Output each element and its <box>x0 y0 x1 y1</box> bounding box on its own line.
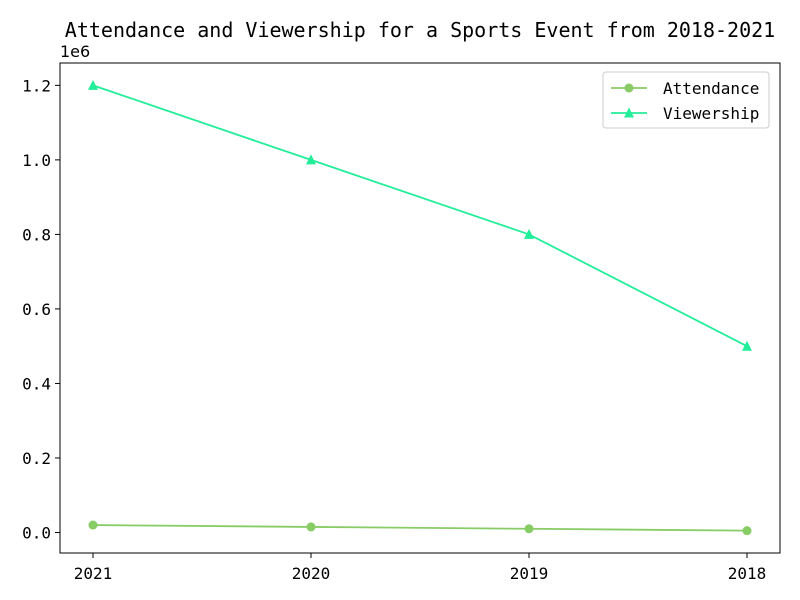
y-tick-label: 0.8 <box>22 225 51 244</box>
x-tick-label: 2021 <box>74 564 113 583</box>
y-tick-label: 1.2 <box>22 76 51 95</box>
y-tick-label: 1.0 <box>22 151 51 170</box>
data-point-viewership <box>306 154 316 165</box>
legend-box <box>602 71 770 129</box>
series-layer <box>88 79 752 536</box>
legend: Attendance Viewership <box>602 71 770 129</box>
chart-title: Attendance and Viewership for a Sports E… <box>65 18 775 42</box>
plot-frame <box>59 62 781 554</box>
data-point-attendance <box>742 526 752 536</box>
axes: 2021 2020 2019 2018 0.0 0.2 0.4 0.6 0.8 1.0 1.2 <box>22 62 781 583</box>
legend-label-attendance: Attendance <box>663 79 759 98</box>
data-point-viewership <box>88 79 98 90</box>
x-tick-label: 2019 <box>510 564 549 583</box>
y-tick-label: 0.2 <box>22 449 51 468</box>
data-point-attendance <box>88 520 98 530</box>
series-line-viewership <box>92 84 748 347</box>
data-point-viewership <box>742 340 752 351</box>
y-tick-label: 0.6 <box>22 300 51 319</box>
series-line-attendance <box>92 524 748 532</box>
data-point-attendance <box>524 524 534 534</box>
legend-label-viewership: Viewership <box>663 104 759 123</box>
y-tick-label: 0.0 <box>22 524 51 543</box>
legend-marker-viewership <box>624 107 634 118</box>
y-tick-label: 0.4 <box>22 374 51 393</box>
legend-marker-attendance <box>624 83 634 93</box>
x-tick-label: 2018 <box>728 564 767 583</box>
x-tick-label: 2020 <box>292 564 331 583</box>
data-point-viewership <box>524 228 534 239</box>
data-point-attendance <box>306 522 316 532</box>
y-axis-offset-label: 1e6 <box>60 42 90 61</box>
